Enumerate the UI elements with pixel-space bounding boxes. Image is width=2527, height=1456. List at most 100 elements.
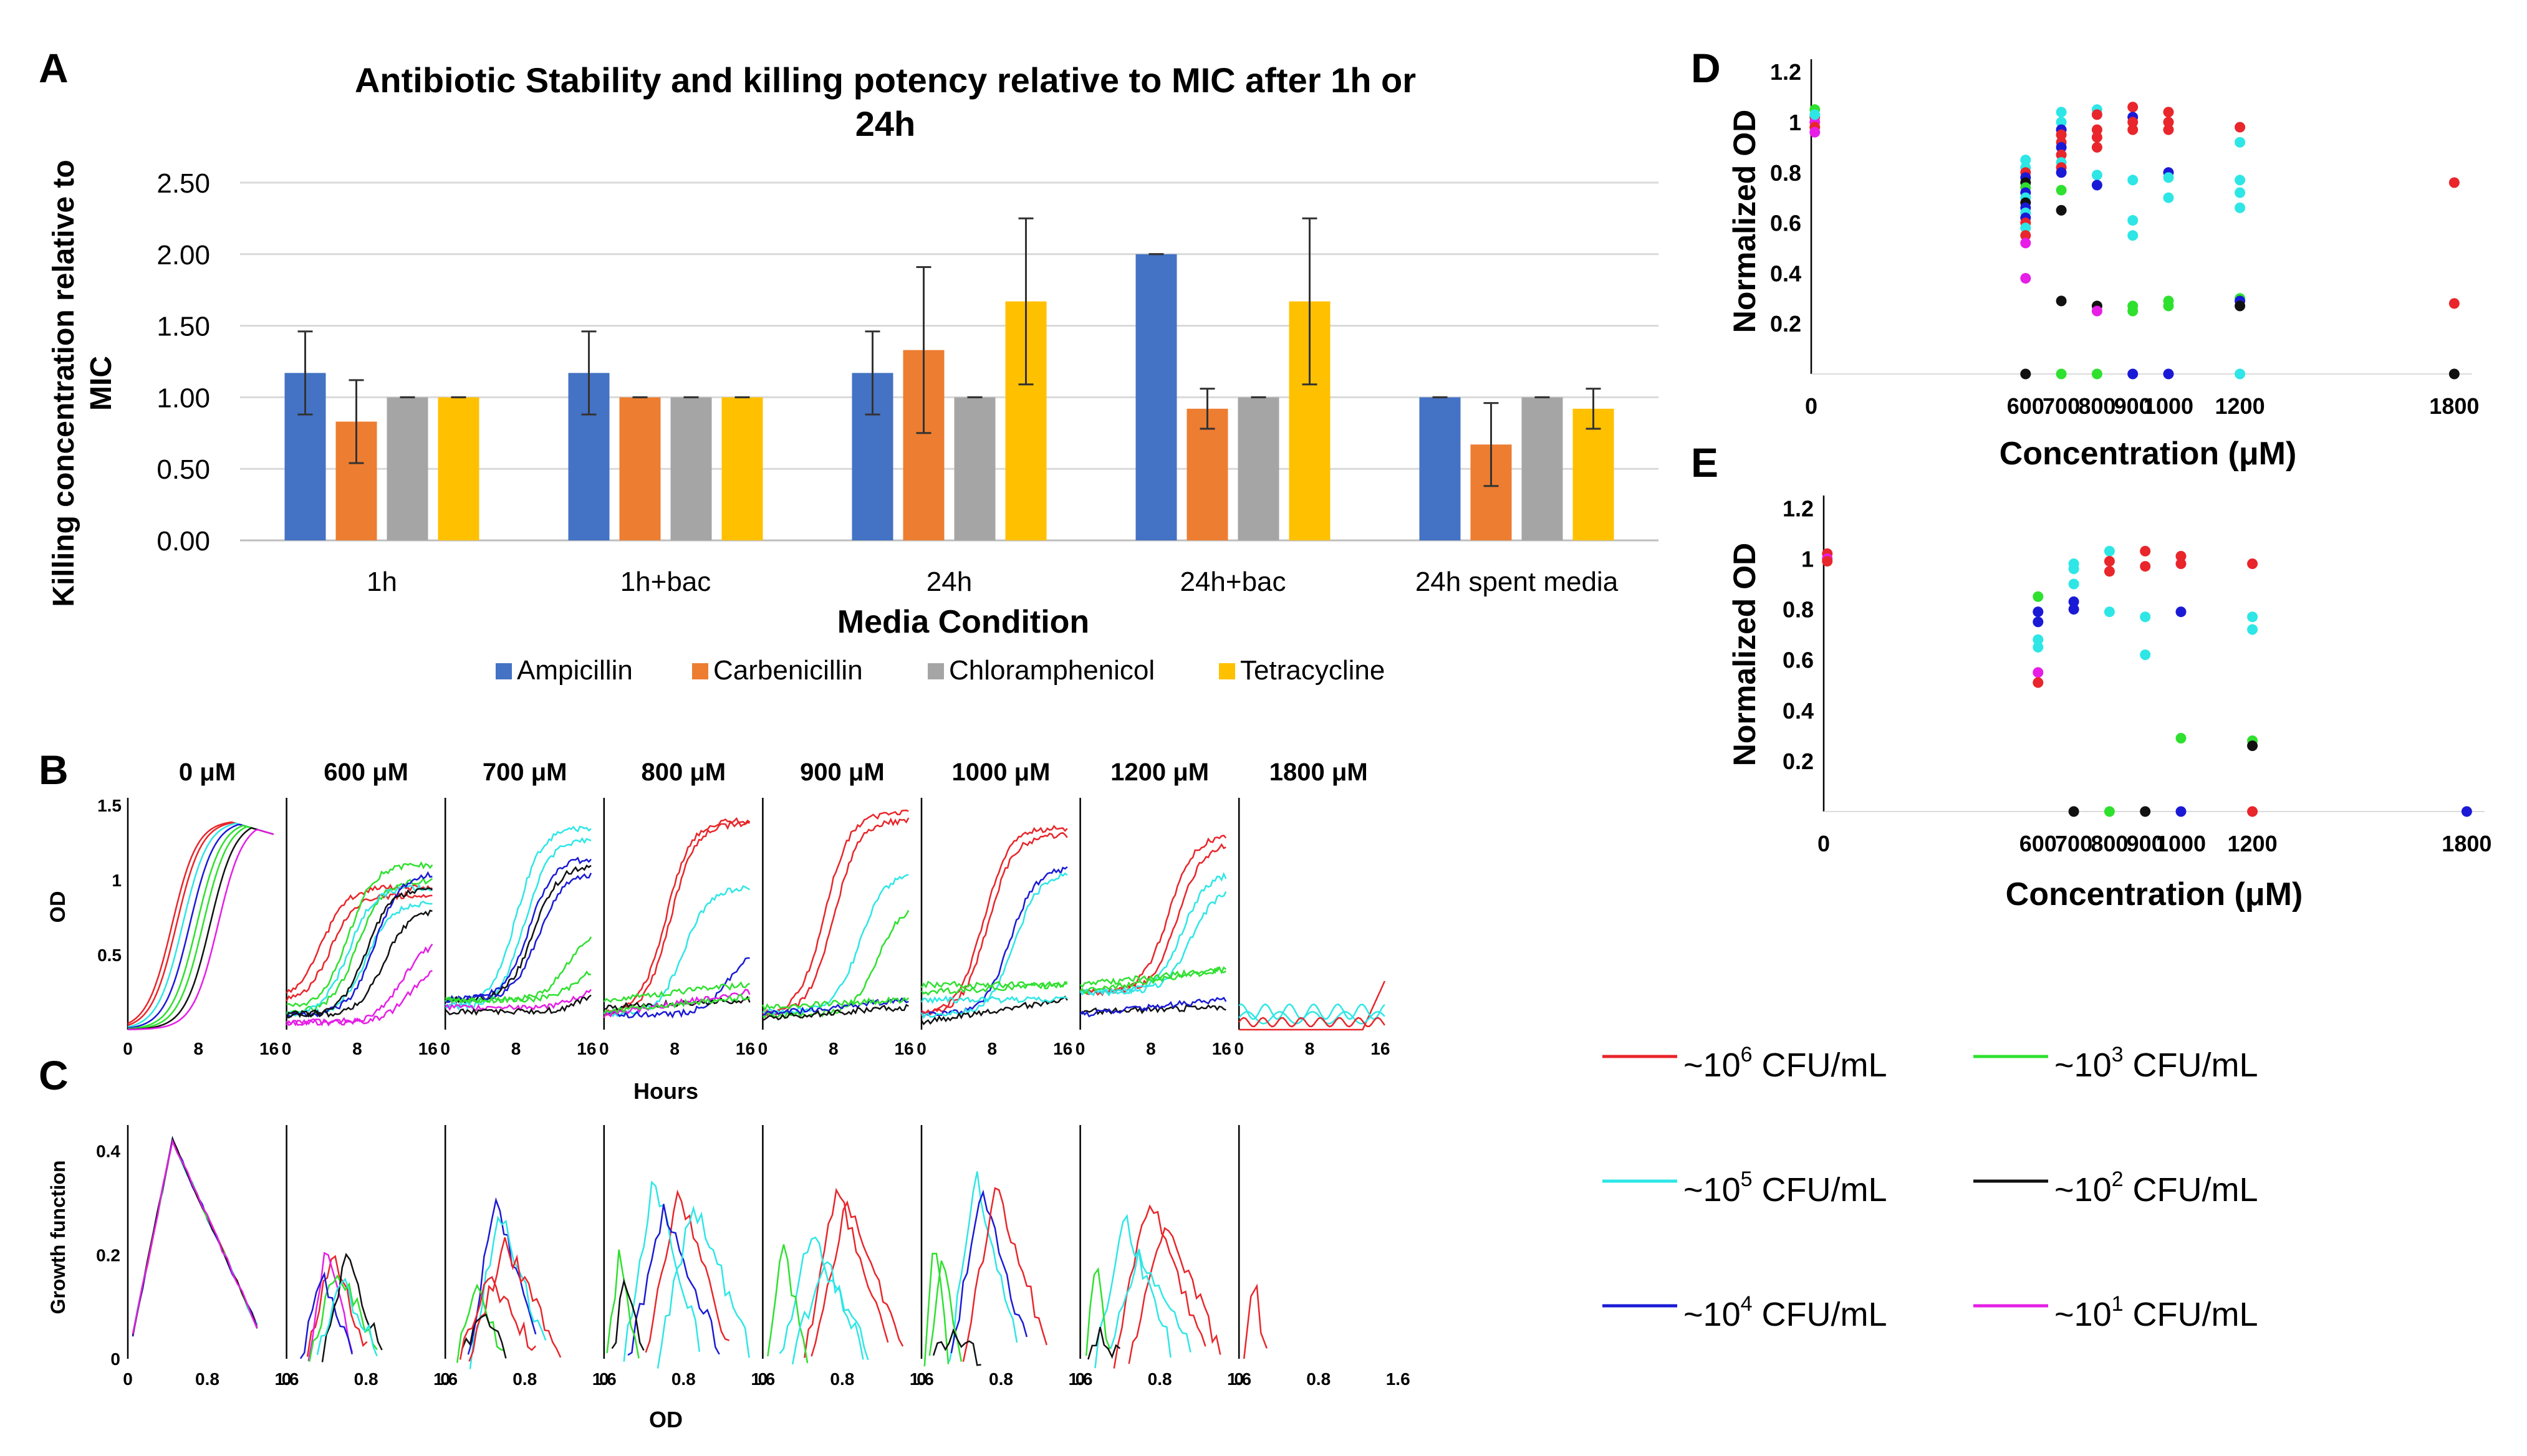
- panel-c-xlabel: OD: [649, 1407, 683, 1432]
- scatter-point: [2448, 298, 2460, 309]
- growth-curve: [923, 1253, 950, 1367]
- concentration-label: 700 μM: [483, 759, 567, 786]
- y-tick-label: 0.6: [1783, 648, 1814, 673]
- growth-curve: [132, 1136, 258, 1336]
- growth-curve: [611, 1278, 645, 1351]
- growth-curve: [1107, 1248, 1191, 1353]
- x-tick-label: 0: [282, 1369, 292, 1389]
- scatter-point: [2056, 141, 2067, 153]
- x-tick-label: 16: [418, 1039, 438, 1058]
- od-curve: [920, 980, 1067, 989]
- scatter-point: [2175, 606, 2187, 618]
- scatter-point: [2020, 368, 2031, 380]
- scatter-point: [2033, 634, 2044, 645]
- chart-d-ylabel: Normalized OD: [1727, 110, 1762, 333]
- legend-swatch: [928, 663, 944, 679]
- od-curve: [1079, 965, 1227, 994]
- legend-label: Ampicillin: [517, 655, 633, 686]
- x-tick-label: 1.6: [1386, 1369, 1410, 1389]
- y-tick-label: 0.2: [96, 1245, 120, 1265]
- y-tick-label: 1: [112, 871, 122, 890]
- growth-curve: [1094, 1214, 1172, 1369]
- od-curve: [445, 836, 592, 1011]
- x-tick-label: 0: [917, 1369, 927, 1389]
- chart-a-title-line1: Antibiotic Stability and killing potency…: [355, 60, 1416, 100]
- y-tick-label: 0.2: [1783, 749, 1814, 774]
- chart-e-ylabel: Normalized OD: [1727, 543, 1762, 766]
- growth-curve: [962, 1187, 1047, 1362]
- scatter-point: [2068, 806, 2079, 817]
- x-tick-label: 700: [2043, 393, 2080, 419]
- scatter-point: [2104, 606, 2115, 618]
- concentration-label: 1800 μM: [1269, 759, 1368, 786]
- od-curve: [128, 829, 274, 1030]
- scatter-point: [2068, 578, 2079, 590]
- od-curve: [1238, 1017, 1385, 1028]
- scatter-point: [2175, 558, 2187, 570]
- od-curve: [127, 822, 274, 1028]
- category-label: 1h+bac: [620, 567, 711, 597]
- scatter-point: [2056, 117, 2067, 128]
- scatter-point: [2235, 136, 2246, 148]
- bar-chloramphenicol: [670, 397, 712, 540]
- legend-prefix: ~10: [2054, 1296, 2112, 1333]
- od-curve: [1080, 891, 1227, 997]
- growth-curve: [461, 1313, 507, 1359]
- concentration-label: 900 μM: [800, 759, 885, 786]
- legend-exponent: 6: [1741, 1043, 1753, 1066]
- x-tick-label: 1.6: [1069, 1369, 1093, 1389]
- y-tick-label: 1: [1801, 546, 1814, 572]
- scatter-point: [2020, 230, 2031, 241]
- y-tick-label: 0.00: [156, 526, 210, 557]
- scatter-point: [2091, 132, 2102, 143]
- x-tick-label: 0: [758, 1039, 768, 1058]
- scatter-panel-d: Normalized OD Concentration (μM) 0.2 0.4 0…: [1727, 59, 2479, 472]
- scatter-point: [2091, 180, 2102, 191]
- od-curve: [1238, 1003, 1385, 1020]
- od-curve: [286, 901, 433, 1018]
- growth-curve: [804, 1187, 889, 1358]
- od-curve: [920, 872, 1068, 1020]
- scatter-point: [2163, 368, 2174, 380]
- x-tick-label: 1.6: [751, 1369, 775, 1389]
- x-tick-label: 600: [2019, 831, 2057, 856]
- bar-tetracycline: [1572, 408, 1614, 540]
- x-tick-label: 8: [194, 1039, 204, 1058]
- x-tick-label: 0: [599, 1369, 609, 1389]
- legend-swatch: [496, 663, 512, 679]
- growth-curve: [1113, 1204, 1206, 1369]
- chart-d-xlabel: Concentration (μM): [2000, 436, 2297, 472]
- y-tick-label: 1.2: [1783, 496, 1814, 521]
- scatter-point: [2104, 555, 2115, 567]
- od-curve: [286, 887, 433, 1018]
- scatter-point: [2163, 300, 2174, 312]
- x-tick-label: 0.8: [513, 1369, 537, 1389]
- x-tick-label: 1200: [2215, 393, 2265, 419]
- scatter-point: [2127, 230, 2139, 241]
- od-curve: [1079, 997, 1227, 1018]
- scatter-point: [1809, 127, 1821, 138]
- x-tick-label: 8: [829, 1039, 839, 1058]
- bar-chloramphenicol: [387, 397, 428, 540]
- bar-chart-panel-a: Antibiotic Stability and killing potency…: [47, 60, 1658, 686]
- scatter-point: [2033, 616, 2044, 628]
- x-tick-label: 0: [1234, 1039, 1244, 1058]
- scatter-point: [2127, 215, 2139, 226]
- bar-ampicillin: [1135, 254, 1177, 540]
- scatter-point: [2056, 295, 2067, 307]
- od-curve: [763, 997, 909, 1016]
- growth-curve: [132, 1139, 258, 1334]
- bar-carbenicillin: [619, 397, 661, 540]
- x-tick-label: 0: [758, 1369, 768, 1389]
- chart-a-ylabel-line1: Killing concentration relative to: [47, 160, 80, 606]
- x-tick-label: 900: [2114, 393, 2152, 419]
- od-curve: [445, 994, 592, 1016]
- scatter-point: [2235, 122, 2246, 133]
- scatter-panel-e: Normalized OD Concentration (μM) 0.2 0.4 0…: [1727, 496, 2491, 912]
- x-tick-label: 0: [1805, 393, 1817, 419]
- scatter-point: [2127, 117, 2139, 128]
- x-tick-label: 0.8: [1148, 1369, 1172, 1389]
- scatter-point: [2068, 563, 2079, 575]
- x-tick-label: 1800: [2429, 393, 2479, 419]
- y-tick-label: 1.5: [97, 796, 122, 815]
